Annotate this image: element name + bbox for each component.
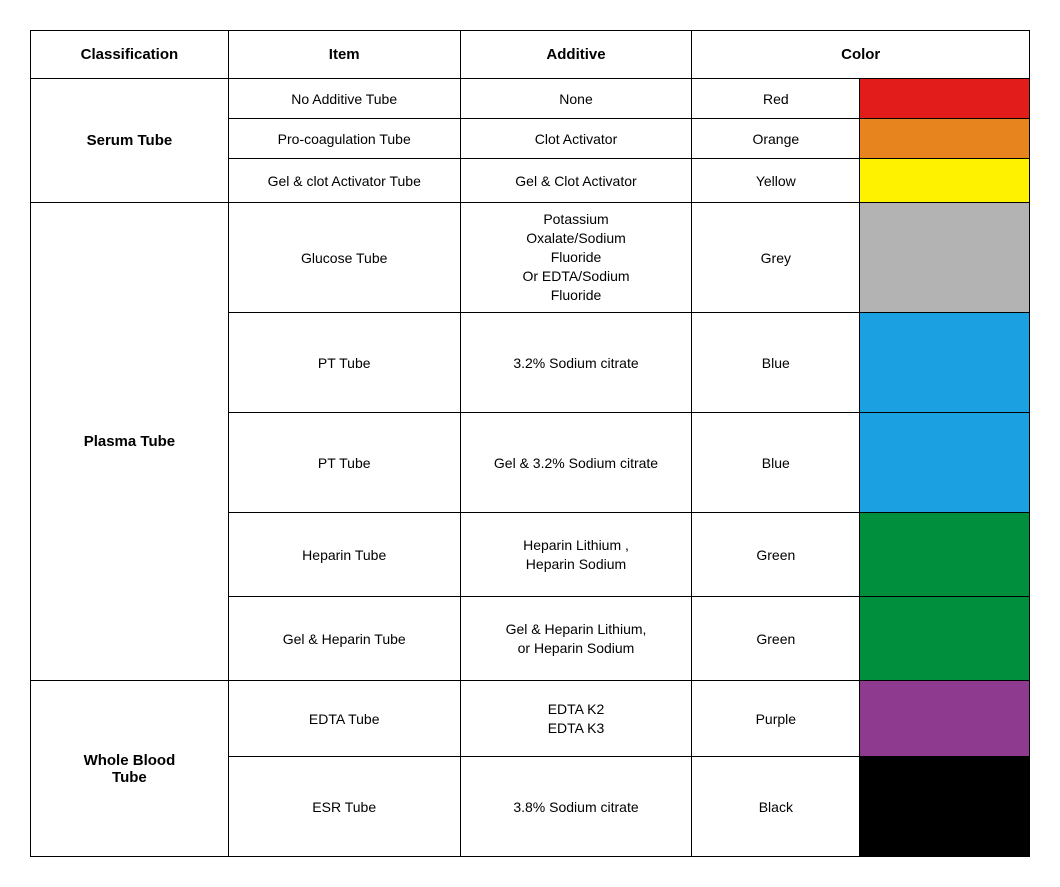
item-cell: PT Tube (228, 313, 460, 413)
header-additive: Additive (460, 31, 692, 79)
color-name-cell: Blue (692, 313, 860, 413)
table-row: Whole Blood Tube EDTA Tube EDTA K2 EDTA … (31, 681, 1030, 757)
additive-line: Oxalate/Sodium (526, 230, 626, 246)
color-swatch-grey (860, 203, 1030, 313)
additive-cell: None (460, 79, 692, 119)
header-classification: Classification (31, 31, 229, 79)
color-swatch-purple (860, 681, 1030, 757)
additive-cell: Gel & 3.2% Sodium citrate (460, 413, 692, 513)
item-cell: Gel & Heparin Tube (228, 597, 460, 681)
table-row: Serum Tube No Additive Tube None Red (31, 79, 1030, 119)
additive-cell: Potassium Oxalate/Sodium Fluoride Or EDT… (460, 203, 692, 313)
classification-line: Whole Blood (84, 752, 176, 769)
item-cell: ESR Tube (228, 757, 460, 857)
color-swatch-blue (860, 313, 1030, 413)
header-row: Classification Item Additive Color (31, 31, 1030, 79)
classification-serum: Serum Tube (31, 79, 229, 203)
tube-classification-table: Classification Item Additive Color Serum… (30, 30, 1030, 857)
classification-whole-blood: Whole Blood Tube (31, 681, 229, 857)
additive-line: or Heparin Sodium (518, 640, 635, 656)
table-row: Plasma Tube Glucose Tube Potassium Oxala… (31, 203, 1030, 313)
item-cell: Gel & clot Activator Tube (228, 159, 460, 203)
item-cell: EDTA Tube (228, 681, 460, 757)
additive-line: Fluoride (551, 287, 602, 303)
additive-cell: 3.2% Sodium citrate (460, 313, 692, 413)
additive-line: Gel & Heparin Lithium, (506, 621, 647, 637)
additive-cell: Gel & Clot Activator (460, 159, 692, 203)
color-name-cell: Blue (692, 413, 860, 513)
additive-line: Heparin Sodium (526, 556, 626, 572)
color-name-cell: Green (692, 597, 860, 681)
color-name-cell: Black (692, 757, 860, 857)
color-name-cell: Purple (692, 681, 860, 757)
additive-line: Potassium (543, 211, 608, 227)
additive-line: EDTA K2 (548, 701, 605, 717)
header-color: Color (692, 31, 1030, 79)
item-cell: No Additive Tube (228, 79, 460, 119)
item-cell: PT Tube (228, 413, 460, 513)
classification-plasma: Plasma Tube (31, 203, 229, 681)
color-swatch-black (860, 757, 1030, 857)
color-name-cell: Orange (692, 119, 860, 159)
additive-line: Fluoride (551, 249, 602, 265)
color-swatch-green (860, 513, 1030, 597)
header-item: Item (228, 31, 460, 79)
additive-cell: Gel & Heparin Lithium, or Heparin Sodium (460, 597, 692, 681)
color-swatch-red (860, 79, 1030, 119)
additive-line: EDTA K3 (548, 720, 605, 736)
additive-cell: Clot Activator (460, 119, 692, 159)
additive-line: Or EDTA/Sodium (522, 268, 629, 284)
additive-cell: 3.8% Sodium citrate (460, 757, 692, 857)
color-name-cell: Yellow (692, 159, 860, 203)
additive-line: Heparin Lithium , (523, 537, 629, 553)
color-name-cell: Grey (692, 203, 860, 313)
color-swatch-blue (860, 413, 1030, 513)
classification-line: Tube (112, 769, 147, 786)
additive-cell: Heparin Lithium , Heparin Sodium (460, 513, 692, 597)
item-cell: Heparin Tube (228, 513, 460, 597)
color-swatch-green (860, 597, 1030, 681)
item-cell: Pro-coagulation Tube (228, 119, 460, 159)
item-cell: Glucose Tube (228, 203, 460, 313)
additive-cell: EDTA K2 EDTA K3 (460, 681, 692, 757)
color-name-cell: Green (692, 513, 860, 597)
color-name-cell: Red (692, 79, 860, 119)
color-swatch-yellow (860, 159, 1030, 203)
color-swatch-orange (860, 119, 1030, 159)
